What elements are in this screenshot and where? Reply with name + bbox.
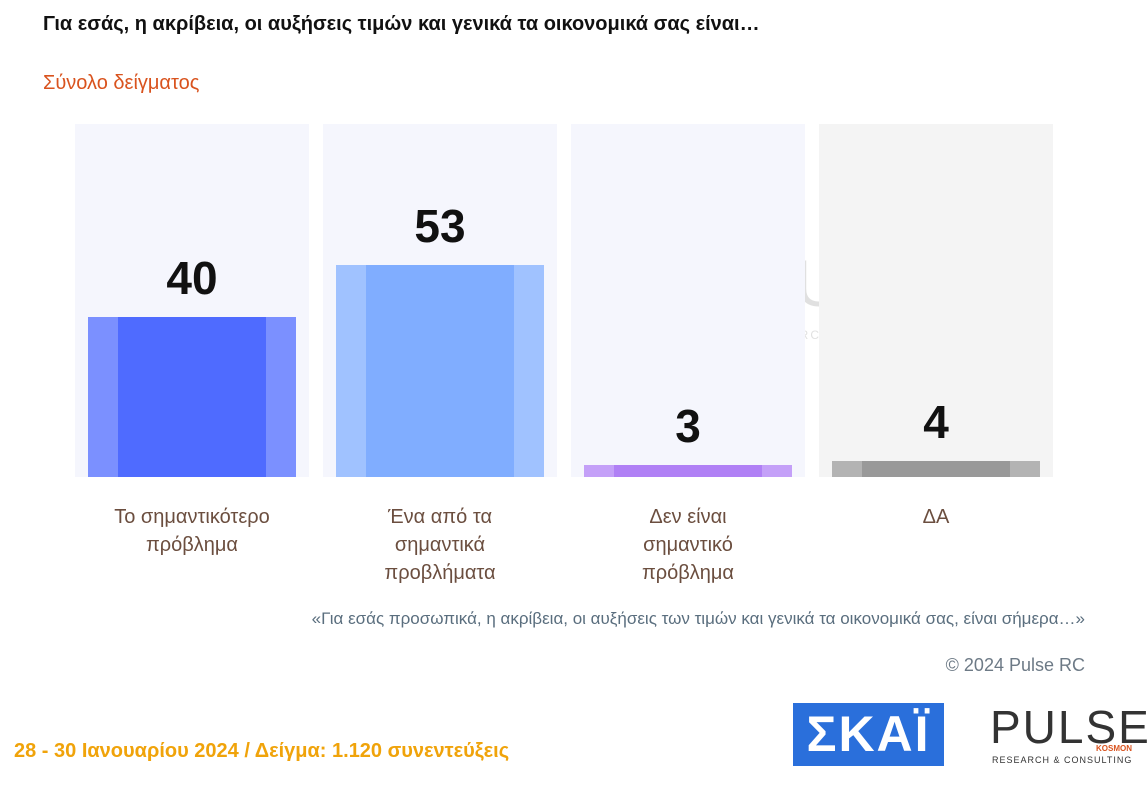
bar: [584, 465, 792, 477]
bar: [832, 461, 1040, 477]
chart-title: Για εσάς, η ακρίβεια, οι αυξήσεις τιμών …: [43, 13, 760, 35]
kosmon-label: KOSMON: [1096, 744, 1132, 753]
value-label: 53: [414, 200, 466, 252]
pulse-logo: PULSE: [990, 701, 1147, 753]
category-label: Ένα από τα σημαντικά προβλήματα: [384, 506, 496, 584]
bar: [336, 265, 544, 477]
value-label: 40: [166, 252, 218, 304]
category-label: Δεν είναι σημαντικό πρόβλημα: [641, 506, 734, 584]
footer: 28 - 30 Ιανουαρίου 2024 / Δείγμα: 1.120 …: [14, 740, 510, 762]
pulse-tagline: RESEARCH & CONSULTING: [992, 755, 1133, 765]
question-note: «Για εσάς προσωπικά, η ακρίβεια, οι αυξή…: [311, 609, 1085, 628]
chart-subtitle: Σύνολο δείγματος: [43, 72, 200, 94]
value-label: 4: [923, 396, 949, 448]
value-label: 3: [675, 400, 701, 452]
copyright: © 2024 Pulse RC: [945, 655, 1085, 675]
panel: [571, 124, 805, 477]
category-label: ΔΑ: [922, 506, 950, 528]
skai-logo: ΣΚΑΪ: [793, 703, 944, 766]
panel: [819, 124, 1053, 477]
category-label: Το σημαντικότερο πρόβλημα: [114, 506, 270, 556]
bar: [88, 317, 296, 477]
